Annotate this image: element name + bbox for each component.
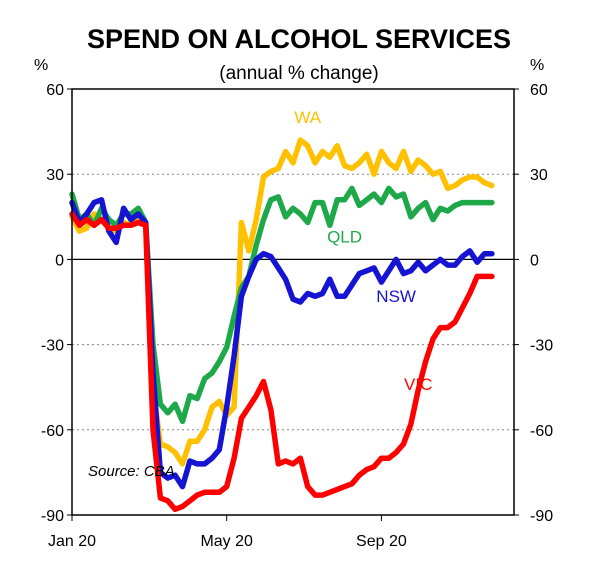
series-label-vic: VIC — [404, 375, 432, 394]
y-ticks-right: 60 30 0 -30 -60 -90 — [514, 82, 553, 525]
x-tick-label: May 20 — [200, 533, 253, 550]
x-tick-label: Jan 20 — [48, 533, 96, 550]
y-tick-label-right: 30 — [530, 167, 548, 184]
gridlines — [72, 173, 514, 431]
y-tick-label-left: 30 — [46, 167, 64, 184]
series-label-wa: WA — [294, 108, 321, 127]
y-tick-label-left: -30 — [41, 338, 64, 355]
series-label-nsw: NSW — [376, 287, 416, 306]
y-unit-left: % — [34, 57, 48, 74]
y-tick-label-right: -30 — [530, 338, 553, 355]
y-tick-label-left: -90 — [41, 508, 64, 525]
series-label-qld: QLD — [327, 227, 362, 246]
y-unit-right: % — [530, 57, 544, 74]
y-tick-label-right: -90 — [530, 508, 553, 525]
chart-title: SPEND ON ALCOHOL SERVICES — [87, 24, 511, 54]
y-tick-label-left: -60 — [41, 423, 64, 440]
y-tick-label-right: 0 — [530, 252, 539, 269]
y-tick-label-left: 60 — [46, 82, 64, 99]
x-ticks: Jan 20 May 20 Sep 20 — [48, 515, 407, 550]
y-tick-label-right: -60 — [530, 423, 553, 440]
plot-border — [71, 88, 515, 516]
y-ticks-left: 60 30 0 -30 -60 -90 — [41, 82, 72, 525]
series-line-wa — [69, 137, 495, 467]
source-note: Source: CBA — [88, 463, 175, 480]
y-tick-label-right: 60 — [530, 82, 548, 99]
series-line-vic — [69, 211, 495, 513]
series-lines — [69, 137, 495, 513]
chart-subtitle: (annual % change) — [219, 63, 379, 84]
y-tick-label-left: 0 — [55, 252, 64, 269]
x-tick-label: Sep 20 — [356, 533, 407, 550]
series-labels: WA QLD NSW VIC — [294, 108, 432, 394]
series-line-nsw — [69, 197, 495, 490]
